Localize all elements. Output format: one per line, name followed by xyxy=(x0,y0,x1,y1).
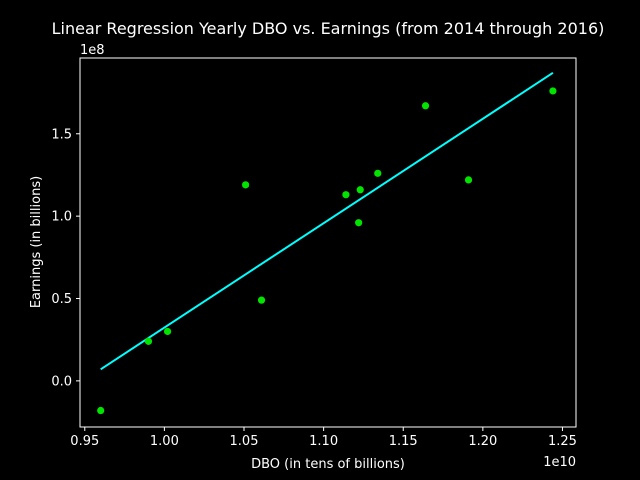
y-axis-label: Earnings (in billions) xyxy=(29,176,44,308)
axes-frame xyxy=(79,57,577,428)
x-tick-label: 1.15 xyxy=(389,434,418,449)
data-point xyxy=(549,87,557,95)
x-tick-label: 1.00 xyxy=(150,434,179,449)
x-tick-label: 1.25 xyxy=(548,434,577,449)
data-point xyxy=(257,296,266,304)
x-tick-label: 1.20 xyxy=(468,434,497,449)
plot-area: 0.95 1.00 1.05 1.10 1.15 1.20 1.25 0.0 0.5 1.0 1.5 xyxy=(51,57,577,449)
data-point xyxy=(342,191,350,199)
x-axis-label: DBO (in tens of billions) xyxy=(251,457,405,472)
chart-title: Linear Regression Yearly DBO vs. Earning… xyxy=(52,19,605,38)
data-point xyxy=(464,176,473,184)
x-tick-label: 1.10 xyxy=(309,434,338,449)
data-point xyxy=(144,337,153,345)
data-point xyxy=(421,102,430,110)
data-point xyxy=(374,169,382,177)
y-tick-label: 0.5 xyxy=(51,292,72,307)
y-tick-label: 0.0 xyxy=(51,374,72,389)
data-point xyxy=(355,219,363,227)
data-point xyxy=(241,181,250,189)
data-point xyxy=(97,406,105,415)
data-point xyxy=(356,186,364,194)
x-tick-label: 0.95 xyxy=(70,434,99,449)
y-axis-offset-label: 1e8 xyxy=(80,43,105,58)
y-tick-label: 1.0 xyxy=(51,210,72,225)
data-point xyxy=(163,327,172,336)
x-axis-offset-label: 1e10 xyxy=(543,455,576,470)
regression-line xyxy=(100,71,554,371)
y-tick-label: 1.5 xyxy=(51,127,72,142)
x-tick-label: 1.05 xyxy=(230,434,259,449)
